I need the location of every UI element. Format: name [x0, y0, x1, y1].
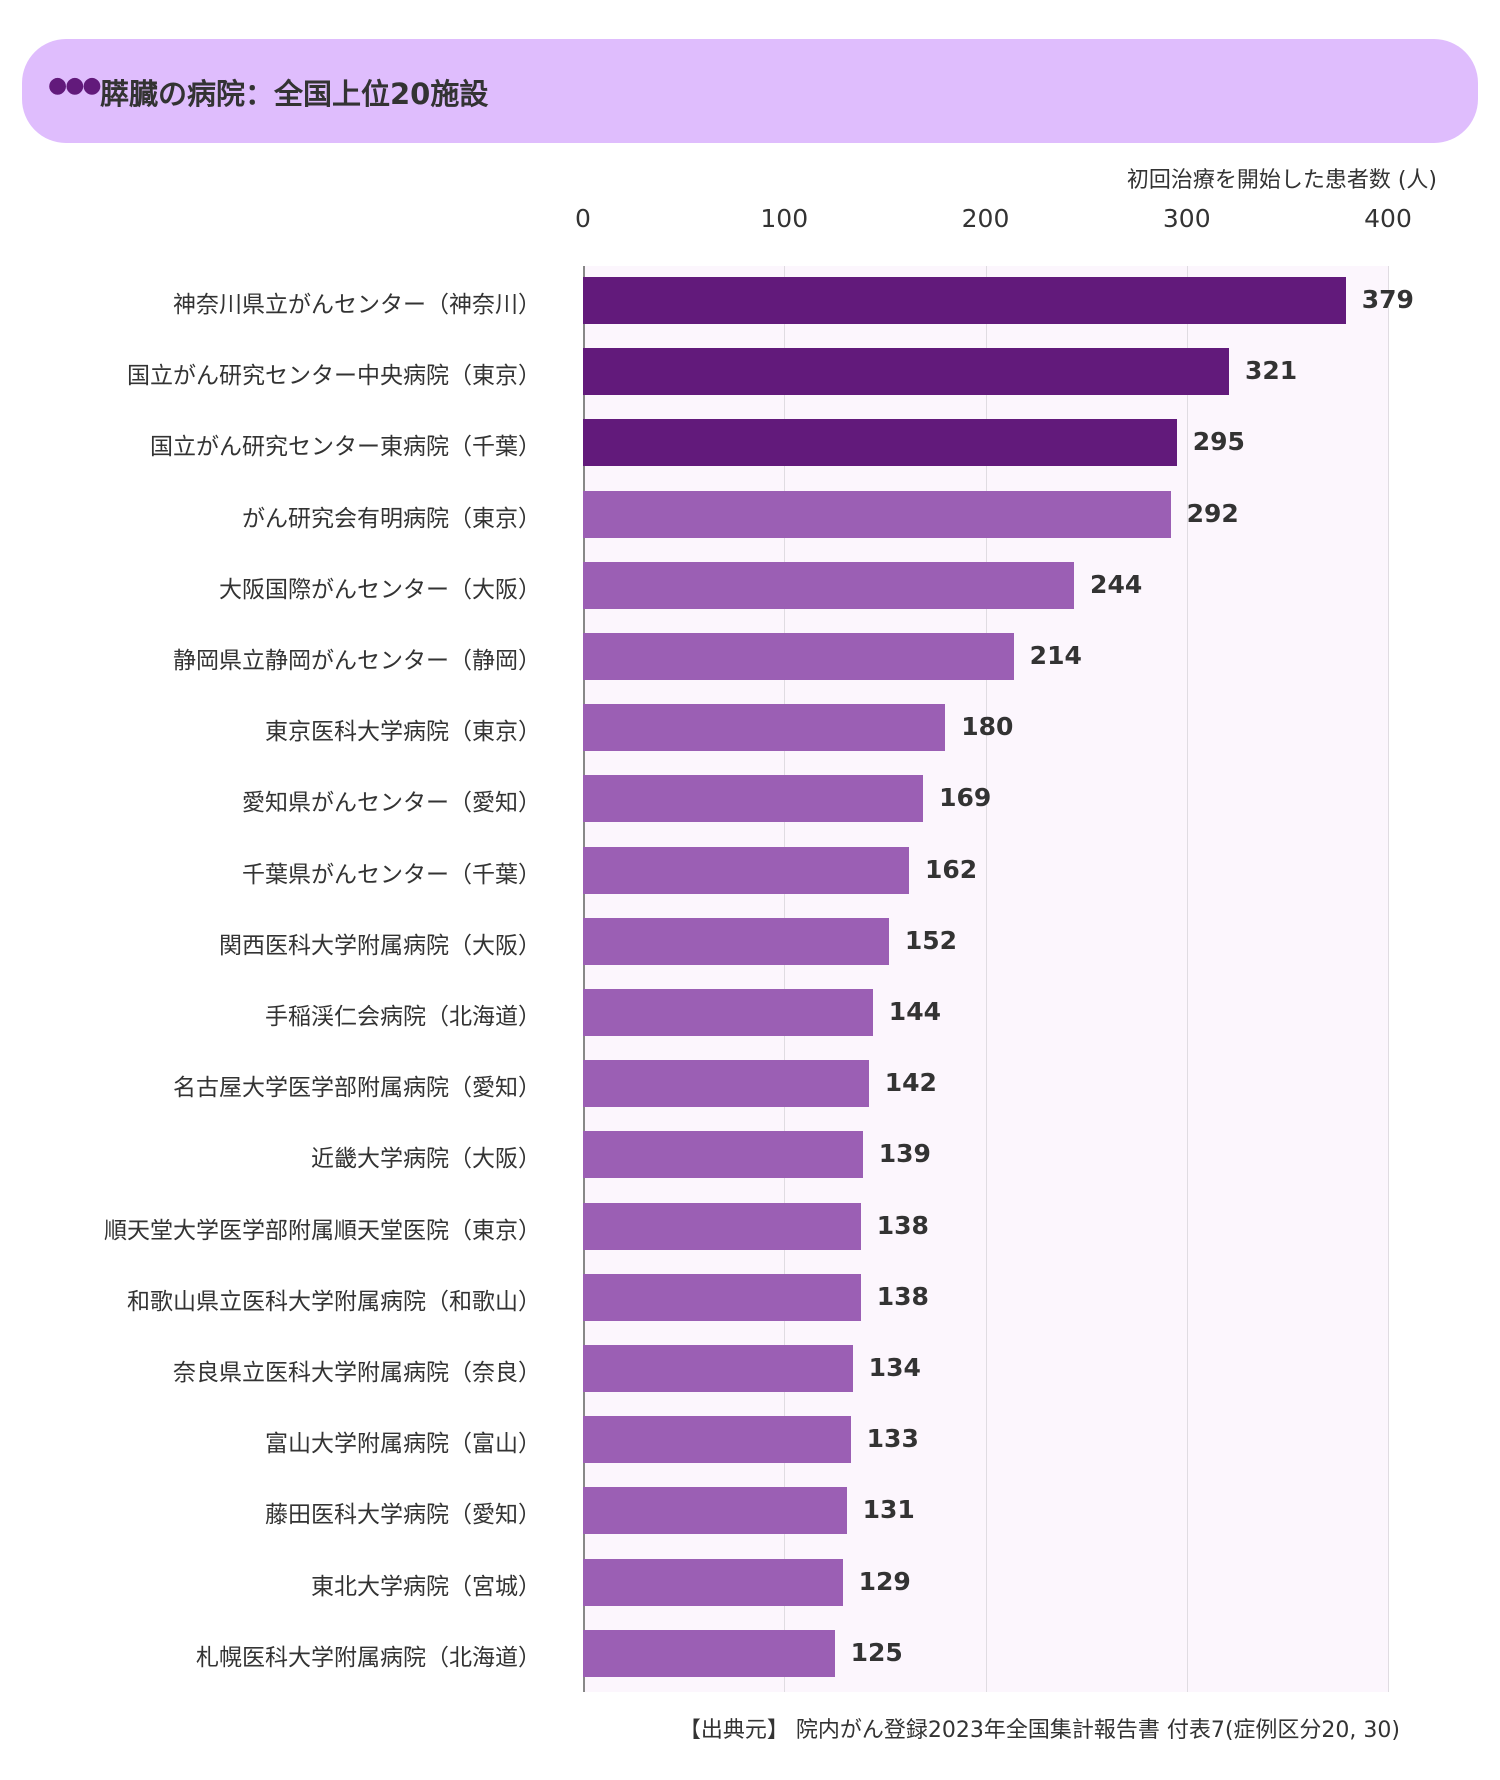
gridline	[985, 266, 987, 1692]
value-label: 214	[1029, 641, 1082, 670]
bar	[583, 348, 1229, 396]
value-label: 295	[1192, 427, 1245, 457]
category-label: 手稲渓仁会病院（北海道）	[265, 1004, 541, 1030]
bar	[583, 1273, 861, 1321]
category-label: 東北大学病院（宮城）	[311, 1573, 541, 1600]
category-label: 大阪国際がんセンター（大阪）	[219, 576, 541, 603]
category-label: 藤田医科大学病院（愛知）	[265, 1502, 541, 1529]
bar	[583, 1060, 869, 1108]
category-label: がん研究会有明病院（東京）	[242, 505, 541, 532]
value-label: 142	[884, 1068, 937, 1098]
bar	[583, 989, 873, 1036]
category-label: 関西医科大学附属病院（大阪）	[219, 932, 541, 959]
bar	[583, 1416, 851, 1464]
bar	[583, 419, 1177, 467]
category-label: 奈良県立医科大学附属病院（奈良）	[173, 1360, 541, 1386]
source-note: 【出典元】 院内がん登録2023年全国集計報告書 付表7(症例区分20, 30)	[678, 1718, 1400, 1743]
x-tick-label: 200	[961, 204, 1010, 233]
category-label: 東京医科大学病院（東京）	[265, 719, 541, 746]
bar	[583, 561, 1075, 609]
value-label: 129	[858, 1566, 911, 1596]
bar	[583, 1558, 843, 1606]
category-label: 和歌山県立医科大学附属病院（和歌山）	[127, 1288, 541, 1315]
category-label: 愛知県がんセンター（愛知）	[242, 790, 541, 817]
value-label: 379	[1361, 285, 1414, 314]
bar	[583, 1487, 847, 1535]
bar	[583, 633, 1014, 680]
category-label: 順天堂大学医学部附属順天堂医院（東京）	[104, 1217, 541, 1244]
x-tick-label: 100	[760, 204, 809, 233]
x-tick-label: 400	[1364, 204, 1412, 233]
ellipsis-icon: ●●●	[48, 73, 102, 98]
value-label: 169	[939, 783, 992, 813]
category-label: 名古屋大学医学部附属病院（愛知）	[173, 1075, 541, 1102]
value-label: 321	[1245, 356, 1298, 386]
value-label: 180	[961, 712, 1014, 742]
value-label: 292	[1186, 498, 1239, 528]
value-label: 244	[1090, 569, 1143, 599]
bar	[583, 704, 946, 752]
plot-area	[583, 266, 1389, 1692]
bar	[583, 775, 924, 823]
bar	[583, 1202, 861, 1250]
value-label: 125	[850, 1637, 903, 1667]
x-tick-label: 0	[575, 204, 591, 233]
category-label: 近畿大学病院（大阪）	[311, 1146, 541, 1173]
category-label: 神奈川県立がんセンター（神奈川）	[173, 292, 541, 318]
x-tick-label: 300	[1162, 204, 1211, 233]
bar	[583, 490, 1171, 538]
gridline	[784, 266, 786, 1692]
value-label: 162	[925, 854, 978, 884]
bar	[583, 846, 910, 894]
category-label: 富山大学附属病院（富山）	[265, 1431, 541, 1458]
y-axis-line	[583, 266, 585, 1692]
gridline	[1186, 266, 1188, 1692]
bar	[583, 1345, 853, 1392]
value-label: 138	[876, 1210, 929, 1240]
bar	[583, 277, 1346, 324]
bar	[583, 1131, 863, 1179]
category-label: 国立がん研究センター中央病院（東京）	[127, 363, 541, 390]
value-label: 131	[862, 1495, 915, 1525]
bar	[583, 1629, 835, 1677]
value-label: 138	[876, 1281, 929, 1311]
category-label: 札幌医科大学附属病院（北海道）	[196, 1644, 541, 1671]
category-label: 千葉県がんセンター（千葉）	[242, 861, 541, 888]
value-label: 144	[888, 997, 941, 1026]
chart-title: 膵臓の病院：全国上位20施設	[100, 77, 489, 111]
value-label: 133	[866, 1424, 919, 1454]
value-label: 139	[878, 1139, 931, 1169]
category-label: 静岡県立静岡がんセンター（静岡）	[173, 648, 541, 674]
value-label: 152	[904, 925, 958, 955]
chart-header: ●●● 膵臓の病院：全国上位20施設	[22, 39, 1478, 143]
category-label: 国立がん研究センター東病院（千葉）	[150, 434, 541, 461]
bar	[583, 917, 889, 965]
x-axis-title: 初回治療を開始した患者数 (人)	[1126, 168, 1437, 193]
gridline	[1388, 266, 1389, 1692]
value-label: 134	[868, 1353, 921, 1382]
